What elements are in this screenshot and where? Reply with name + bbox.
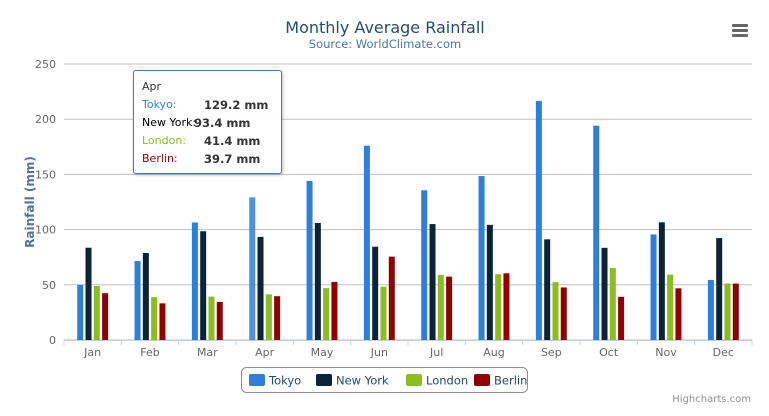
bar-tokyo	[306, 181, 313, 340]
bar-london	[724, 283, 731, 340]
tooltip-header: Apr	[142, 80, 162, 93]
bar-new-york	[85, 247, 92, 340]
bar-tokyo	[363, 145, 370, 340]
legend-box	[241, 367, 528, 393]
bar-tokyo	[593, 125, 600, 341]
bar-london	[552, 282, 559, 340]
x-tick-label: Apr	[255, 346, 275, 359]
bar-tokyo	[650, 234, 657, 340]
legend-swatch-london[interactable]	[406, 374, 422, 386]
credits-link[interactable]: Highcharts.com	[672, 394, 751, 405]
y-tick-label: 250	[35, 58, 56, 71]
bar-tokyo	[191, 222, 198, 340]
chart-title: Monthly Average Rainfall	[285, 18, 484, 37]
legend-item-new-york[interactable]: New York	[336, 374, 389, 388]
bar-tokyo	[134, 261, 141, 340]
bar-berlin	[331, 281, 338, 340]
bar-london	[265, 294, 272, 340]
bar-tokyo	[421, 190, 428, 340]
x-tick-label: Aug	[483, 346, 504, 359]
bar-london	[208, 296, 215, 340]
bar-london	[380, 286, 387, 340]
bar-tokyo	[535, 101, 542, 341]
bar-london	[609, 268, 616, 340]
legend-swatch-new-york[interactable]	[316, 374, 332, 386]
bar-berlin	[388, 256, 395, 340]
bar-new-york	[372, 246, 379, 340]
bar-berlin	[102, 293, 109, 340]
tooltip-row-berlin-value: 39.7 mm	[204, 152, 261, 166]
bar-london	[667, 274, 674, 340]
bar-new-york	[257, 236, 264, 340]
x-tick-label: Dec	[713, 346, 734, 359]
legend-item-london[interactable]: London	[426, 374, 468, 388]
bar-tokyo	[478, 176, 485, 340]
chart-subtitle: Source: WorldClimate.com	[309, 37, 461, 51]
bar-london	[495, 274, 502, 340]
menu-icon-bar	[732, 29, 748, 32]
menu-icon-bar	[732, 34, 748, 37]
bar-new-york	[429, 224, 436, 340]
x-tick-label: Jun	[370, 346, 388, 359]
bar-berlin	[159, 303, 166, 340]
menu-icon-bar	[732, 24, 748, 27]
bar-london	[151, 297, 158, 340]
bar-berlin	[274, 296, 281, 340]
x-tick-label: Mar	[197, 346, 218, 359]
bar-new-york	[486, 224, 493, 340]
bar-tokyo	[249, 197, 256, 340]
bar-new-york	[716, 238, 723, 340]
bar-berlin	[675, 288, 682, 340]
legend-item-tokyo[interactable]: Tokyo	[268, 374, 301, 388]
x-tick-label: Oct	[599, 346, 619, 359]
tooltip-row-berlin-label: Berlin:	[142, 152, 178, 165]
y-tick-label: 0	[49, 334, 56, 347]
bar-berlin	[560, 287, 567, 340]
bar-berlin	[732, 283, 739, 340]
x-tick-label: Sep	[541, 346, 562, 359]
tooltip-row-london-label: London:	[142, 134, 187, 147]
bar-new-york	[601, 247, 608, 340]
bar-tokyo	[77, 284, 84, 340]
y-tick-label: 150	[35, 168, 56, 181]
x-tick-label: Feb	[140, 346, 159, 359]
x-tick-label: May	[311, 346, 334, 359]
tooltip: Apr Tokyo: 129.2 mm New York: 93.4 mm Lo…	[133, 70, 282, 174]
bar-new-york	[200, 231, 207, 340]
tooltip-row-newyork-value: 93.4 mm	[194, 116, 251, 130]
bar-berlin	[503, 273, 510, 340]
bar-new-york	[658, 222, 665, 340]
bar-london	[437, 274, 444, 340]
bar-berlin	[618, 296, 625, 340]
tooltip-row-london-value: 41.4 mm	[204, 134, 261, 148]
bar-london	[323, 288, 330, 340]
bar-berlin	[446, 276, 453, 340]
bar-new-york	[314, 222, 321, 340]
legend-swatch-tokyo[interactable]	[249, 374, 265, 386]
x-tick-label: Jan	[83, 346, 101, 359]
y-tick-label: 200	[35, 113, 56, 126]
bar-berlin	[216, 301, 223, 340]
x-tick-label: Jul	[429, 346, 443, 359]
legend-item-berlin[interactable]: Berlin	[494, 374, 527, 388]
x-tick-label: Nov	[655, 346, 677, 359]
y-tick-label: 100	[35, 224, 56, 237]
tooltip-row-tokyo-value: 129.2 mm	[204, 98, 269, 112]
bar-london	[93, 286, 100, 340]
bar-tokyo	[707, 279, 714, 340]
tooltip-row-newyork-label: New York:	[142, 116, 197, 129]
y-axis-title: Rainfall (mm)	[23, 156, 37, 248]
bar-new-york	[142, 253, 149, 340]
bar-new-york	[544, 239, 551, 340]
tooltip-row-tokyo-label: Tokyo:	[142, 98, 177, 111]
legend-swatch-berlin[interactable]	[474, 374, 490, 386]
y-tick-label: 50	[42, 279, 56, 292]
